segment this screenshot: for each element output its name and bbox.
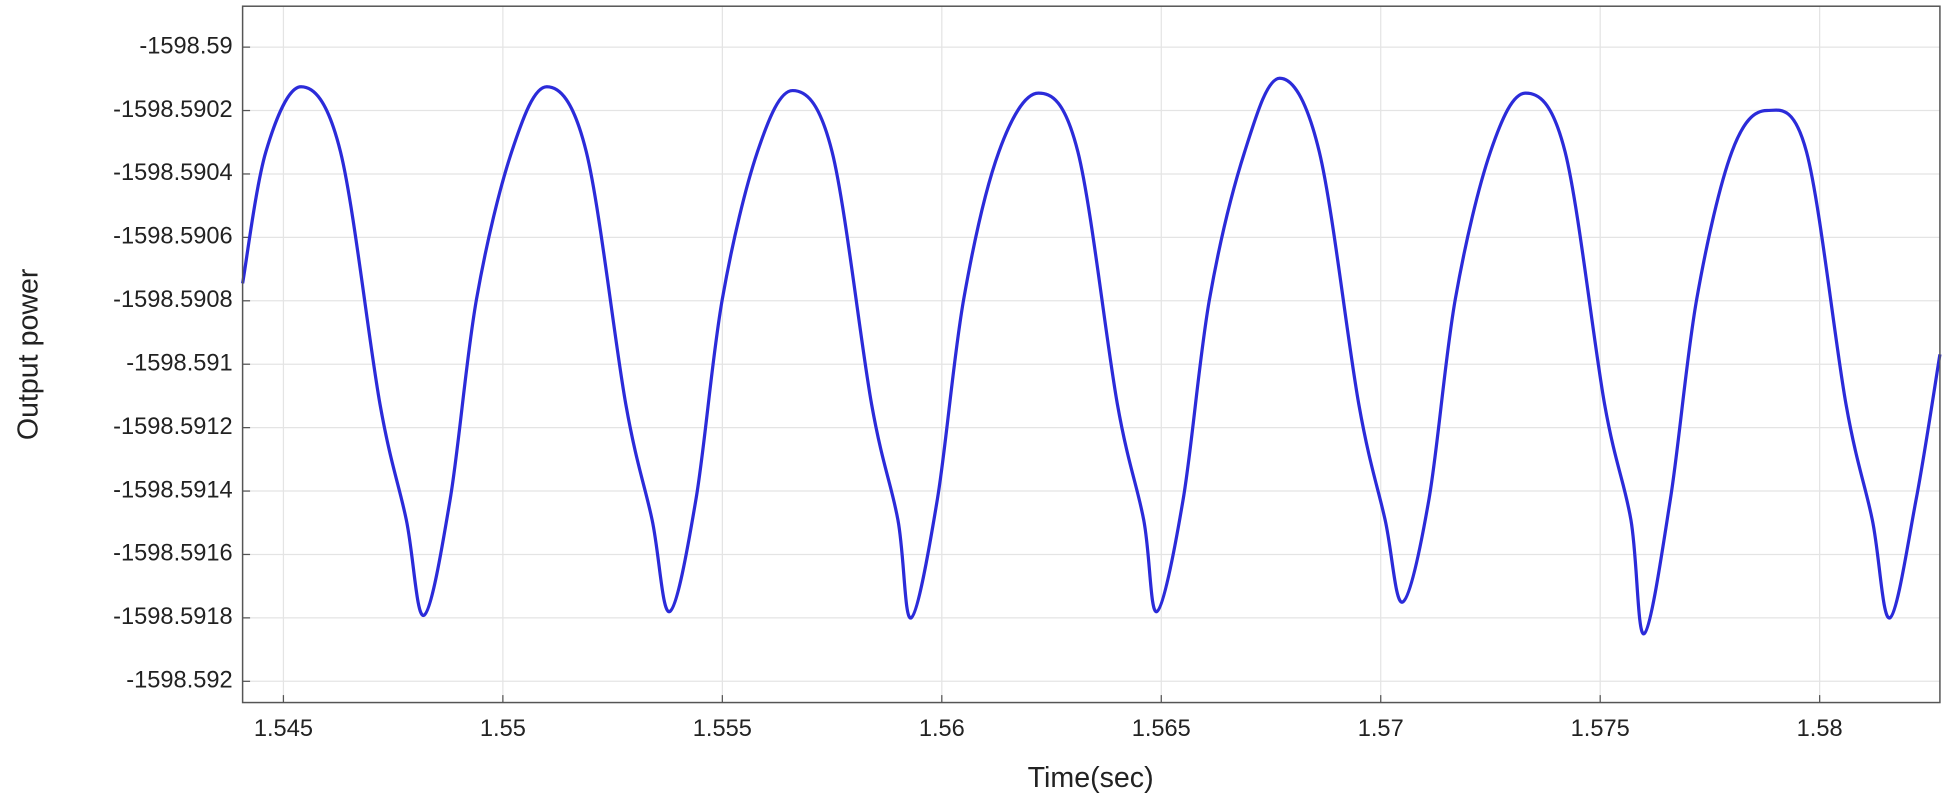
y-tick-label: -1598.5912 xyxy=(113,414,232,440)
y-tick-label: -1598.5904 xyxy=(113,160,232,186)
y-tick-label: -1598.592 xyxy=(126,668,232,694)
y-tick-label: -1598.5908 xyxy=(113,287,232,313)
x-axis-label: Time(sec) xyxy=(1028,762,1154,794)
labels: 1.545 1.55 1.555 1.56 1.565 1.57 1.575 1.58 -159… xyxy=(113,33,1842,742)
x-tick-label: 1.58 xyxy=(1797,716,1843,742)
x-tick-label: 1.565 xyxy=(1132,716,1191,742)
x-tick-label: 1.57 xyxy=(1358,716,1404,742)
y-tick-label: -1598.591 xyxy=(126,350,232,376)
x-tick-label: 1.545 xyxy=(254,716,313,742)
y-axis-label: Output power xyxy=(13,268,45,440)
x-tick-label: 1.55 xyxy=(480,716,526,742)
y-tick-label: -1598.5906 xyxy=(113,224,232,250)
plot-border xyxy=(241,5,1941,704)
marks xyxy=(241,76,1942,636)
y-tick-label: -1598.5916 xyxy=(113,541,232,567)
y-tick-label: -1598.5918 xyxy=(113,604,232,630)
grid xyxy=(242,6,1940,703)
data-line xyxy=(241,76,1942,636)
y-tick-label: -1598.5914 xyxy=(113,477,232,503)
x-tick-label: 1.56 xyxy=(919,716,965,742)
y-tick-label: -1598.5902 xyxy=(113,97,232,123)
x-tick-label: 1.555 xyxy=(693,716,752,742)
y-tick-label: -1598.59 xyxy=(139,33,232,59)
x-tick-label: 1.575 xyxy=(1571,716,1630,742)
